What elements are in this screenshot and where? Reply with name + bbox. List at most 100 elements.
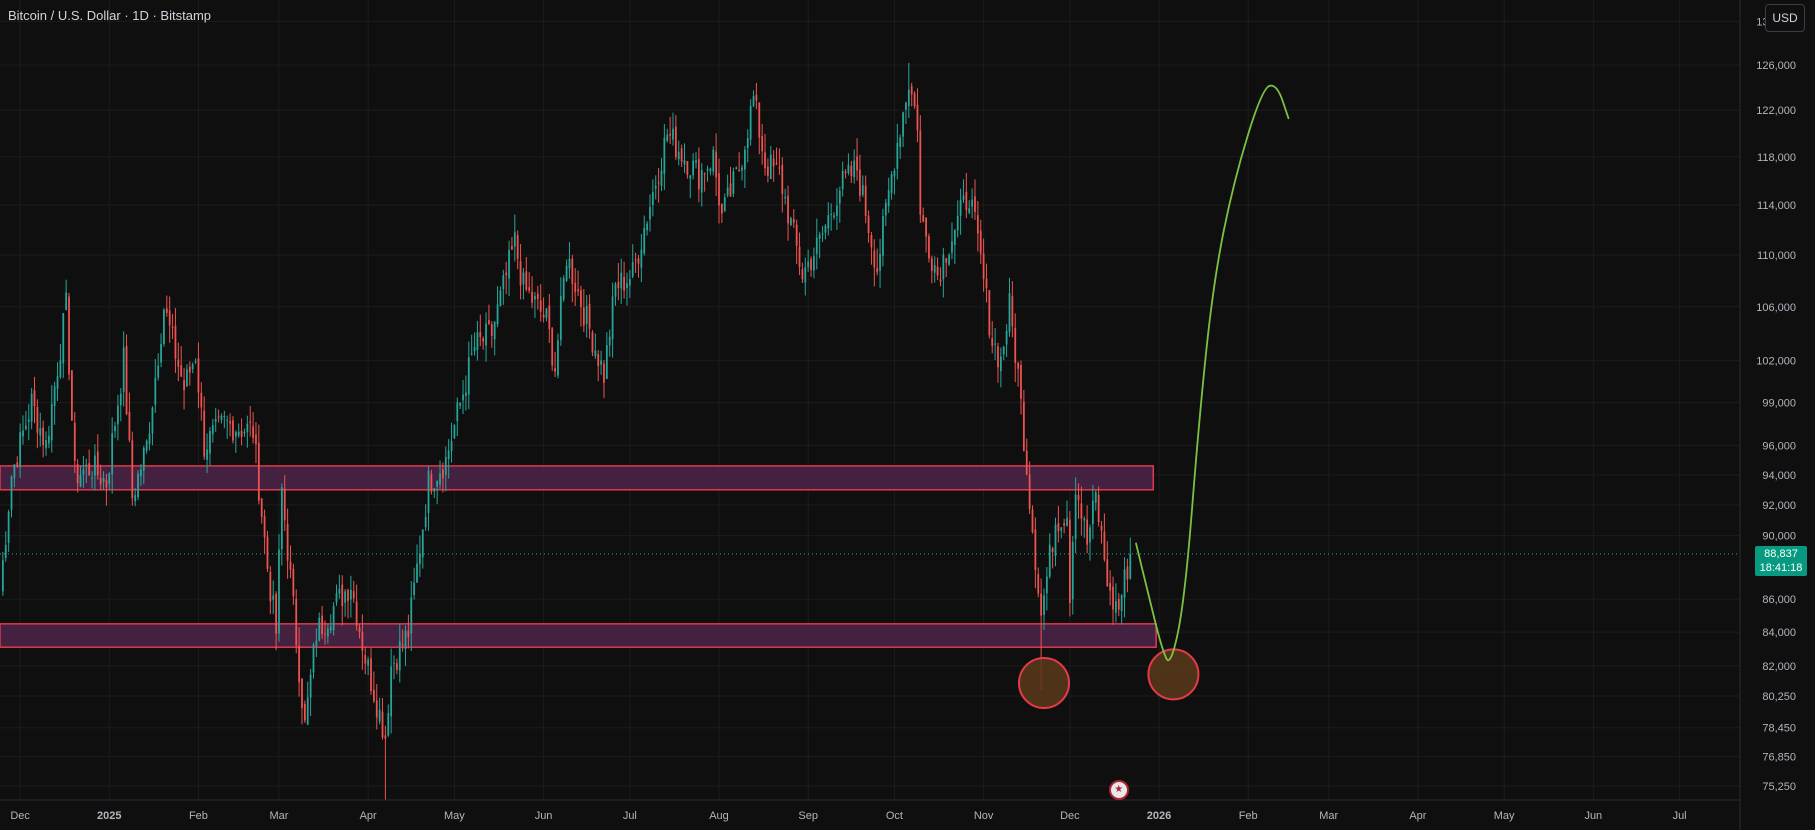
candle-body: [7, 511, 10, 543]
candle-body: [243, 432, 246, 434]
candle-body: [651, 192, 654, 206]
candle-body: [450, 441, 453, 452]
candle-body: [1106, 559, 1109, 587]
candle-body: [755, 94, 758, 101]
candle-body: [680, 148, 683, 162]
candle-body: [752, 96, 755, 106]
price-tick-label: 126,000: [1756, 60, 1796, 72]
time-tick-label: Oct: [886, 810, 903, 822]
candle-body: [1129, 553, 1132, 579]
time-tick-label: Jul: [623, 810, 637, 822]
candle-body: [1066, 517, 1068, 526]
candle-body: [217, 416, 220, 418]
candle-body: [226, 420, 229, 422]
candle-body: [876, 267, 879, 273]
candle-body: [807, 261, 810, 268]
candle-body: [27, 419, 30, 422]
candle-body: [482, 338, 485, 342]
candle-body: [1022, 401, 1025, 451]
candle-body: [1086, 519, 1089, 545]
candle-body: [706, 168, 709, 171]
time-tick-label: 2026: [1147, 810, 1171, 822]
time-tick-label: Jun: [1584, 810, 1602, 822]
candle-body: [608, 336, 611, 346]
candle-body: [594, 350, 597, 357]
candle-body: [511, 246, 513, 250]
candle-body: [30, 393, 33, 422]
candle-body: [315, 640, 318, 647]
candle-body: [999, 356, 1002, 372]
candle-body: [465, 392, 467, 396]
candle-body: [108, 472, 111, 484]
candle-body: [879, 253, 881, 271]
candle-body: [42, 427, 45, 445]
candle-body: [626, 283, 628, 289]
us-flag-economic-event-icon[interactable]: ★: [1108, 780, 1129, 800]
time-tick-label: Mar: [1319, 810, 1338, 822]
candle-body: [902, 112, 904, 137]
time-tick-label: Aug: [709, 810, 729, 822]
candle-body: [53, 386, 56, 407]
candle-body: [1100, 525, 1103, 531]
candle-body: [122, 347, 125, 392]
candle-body: [183, 380, 185, 391]
time-axis[interactable]: Dec 2025 Feb Mar Apr May Jun Jul Aug Sep Oct Nov Dec…: [10, 810, 1686, 822]
candle-body: [142, 447, 145, 471]
candle-body: [211, 425, 214, 435]
candle-body: [13, 464, 16, 479]
candle-body: [1028, 474, 1031, 510]
candle-body: [597, 353, 600, 367]
candle-body: [580, 290, 582, 308]
candle-body: [436, 480, 439, 487]
price-axis[interactable]: 130,000126,000122,000118,000114,000110,0…: [1756, 16, 1796, 793]
candle-body: [111, 433, 114, 475]
candle-body: [611, 296, 614, 340]
candle-body: [1054, 524, 1057, 556]
candle-body: [255, 434, 257, 445]
candle-body: [735, 167, 738, 169]
candle-body: [689, 175, 692, 179]
candle-body: [1043, 595, 1045, 615]
candle-body: [1071, 542, 1074, 600]
candle-body: [188, 366, 191, 373]
candle-body: [206, 449, 208, 460]
candle-body: [815, 237, 818, 254]
candle-body: [71, 370, 73, 421]
candle-body: [810, 258, 812, 270]
candle-body: [1045, 576, 1048, 594]
candle-body: [94, 455, 96, 476]
candle-body: [1014, 327, 1017, 363]
candle-body: [818, 234, 821, 239]
candle-body: [396, 663, 398, 670]
candle-body: [1103, 531, 1106, 560]
time-tick-label: Jul: [1673, 810, 1687, 822]
candle-body: [525, 271, 528, 290]
price-tick-label: 82,000: [1762, 661, 1796, 673]
candle-body: [229, 421, 231, 424]
candle-body: [283, 488, 286, 521]
highlight-circle: [1018, 657, 1070, 710]
candle-body: [1020, 365, 1022, 399]
candle-body: [1005, 330, 1008, 345]
candle-body: [1080, 503, 1083, 519]
candle-body: [59, 360, 62, 378]
candle-body: [36, 406, 39, 433]
currency-button[interactable]: USD: [1765, 4, 1805, 32]
candle-body: [372, 689, 375, 702]
time-tick-label: Mar: [269, 810, 288, 822]
candle-body: [614, 284, 617, 297]
candle-body: [370, 658, 372, 691]
candle-body: [965, 191, 968, 211]
candle-body: [390, 666, 393, 717]
candle-body: [720, 203, 723, 214]
candle-body: [697, 159, 700, 190]
support-resistance-zones: [0, 465, 1157, 648]
candle-body: [853, 160, 856, 178]
candles: [1, 62, 1132, 800]
candle-body: [4, 544, 7, 558]
candle-body: [214, 418, 217, 422]
candle-body: [870, 234, 873, 248]
candle-body: [948, 255, 950, 265]
